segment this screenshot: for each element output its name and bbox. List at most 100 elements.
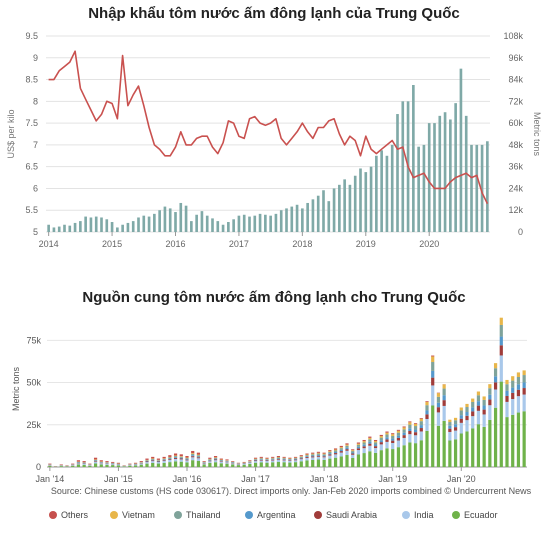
stacked-bar-segment [471, 428, 474, 467]
stacked-bar-segment [174, 456, 177, 457]
stacked-bar-segment [300, 459, 303, 461]
stacked-bar-segment [83, 461, 86, 462]
volume-bar [269, 216, 272, 232]
volume-bar [47, 225, 50, 232]
volume-bar [105, 219, 108, 232]
stacked-bar-segment [163, 463, 166, 467]
stacked-bar-segment [151, 461, 154, 463]
stacked-bar-segment [174, 458, 177, 459]
stacked-bar-segment [283, 460, 286, 461]
stacked-bar-segment [437, 393, 440, 397]
stacked-bar-segment [168, 460, 171, 462]
stacked-bar-segment [94, 464, 97, 467]
stacked-bar-segment [500, 337, 503, 346]
stacked-bar-segment [88, 465, 91, 466]
stacked-bar-segment [94, 461, 97, 462]
stacked-bar-segment [265, 461, 268, 463]
stacked-bar-segment [168, 459, 171, 460]
stacked-bar-segment [317, 457, 320, 460]
stacked-bar-segment [494, 368, 497, 376]
stacked-bar-segment [500, 345, 503, 355]
stacked-bar-segment [305, 458, 308, 460]
x-tick-label: Jan '19 [378, 474, 407, 484]
y-left-tick-label: 8 [33, 96, 38, 106]
stacked-bar-segment [174, 457, 177, 458]
stacked-bar-segment [420, 419, 423, 421]
stacked-bar-segment [328, 454, 331, 455]
stacked-bar-segment [345, 455, 348, 467]
chart-title: Nhập khẩu tôm nước ấm đông lạnh của Trun… [88, 5, 460, 22]
y-left-tick-label: 8.5 [25, 75, 38, 85]
stacked-bar-segment [317, 460, 320, 467]
stacked-bar-segment [248, 460, 251, 461]
source-note: Source: Chinese customs (HS code 030617)… [51, 486, 532, 496]
stacked-bar-segment [368, 442, 371, 444]
stacked-bar-segment [443, 384, 446, 388]
stacked-bar-segment [403, 435, 406, 438]
stacked-bar-segment [328, 450, 331, 451]
stacked-bar-segment [174, 461, 177, 467]
y-right-tick-label: 60k [508, 118, 523, 128]
volume-bar [216, 221, 219, 232]
stacked-bar-segment [408, 428, 411, 431]
stacked-bar-segment [397, 447, 400, 467]
stacked-bar-segment [374, 440, 377, 441]
stacked-bar-segment [277, 457, 280, 458]
stacked-bar-segment [288, 459, 291, 460]
stacked-bar-segment [191, 460, 194, 467]
stacked-bar-segment [385, 433, 388, 435]
stacked-bar-segment [471, 402, 474, 407]
volume-bar [370, 167, 373, 232]
stacked-bar-segment [380, 436, 383, 438]
stacked-bar-segment [220, 461, 223, 462]
stacked-bar-segment [254, 458, 257, 459]
stacked-bar-segment [357, 448, 360, 450]
stacked-bar-segment [505, 396, 508, 402]
legend-label: Ecuador [464, 510, 498, 520]
stacked-bar-segment [140, 461, 143, 462]
stacked-bar-segment [465, 412, 468, 416]
stacked-bar-segment [460, 410, 463, 415]
stacked-bar-segment [48, 464, 51, 465]
stacked-bar-segment [260, 460, 263, 461]
stacked-bar-segment [185, 456, 188, 458]
stacked-bar-segment [328, 459, 331, 467]
stacked-bar-segment [214, 460, 217, 462]
stacked-bar-segment [460, 407, 463, 410]
stacked-bar-segment [317, 456, 320, 457]
stacked-bar-segment [420, 425, 423, 428]
stacked-bar-segment [305, 455, 308, 456]
x-tick-label: 2015 [102, 239, 122, 249]
y-tick-label: 0 [36, 462, 41, 472]
stacked-bar-segment [483, 414, 486, 426]
stacked-bar-segment [477, 401, 480, 405]
volume-bar [396, 114, 399, 232]
volume-bar [475, 145, 478, 232]
stacked-bar-segment [283, 462, 286, 467]
stacked-bar-segment [277, 456, 280, 457]
stacked-bar-segment [271, 462, 274, 467]
stacked-bar-segment [225, 459, 228, 460]
stacked-bar-segment [340, 450, 343, 451]
stacked-bar-segment [191, 453, 194, 454]
stacked-bar-segment [271, 460, 274, 462]
legend-label: Thailand [186, 510, 221, 520]
stacked-bar-segment [431, 356, 434, 362]
stacked-bar-segment [243, 464, 246, 465]
stacked-bar-segment [397, 431, 400, 433]
stacked-bar-segment [208, 463, 211, 467]
stacked-bar-segment [523, 411, 526, 467]
stacked-bar-segment [265, 463, 268, 467]
stacked-bar-segment [340, 451, 343, 452]
stacked-bar-segment [317, 452, 320, 453]
stacked-bar-segment [111, 462, 114, 463]
stacked-bar-segment [260, 461, 263, 463]
volume-bar [74, 223, 77, 232]
stacked-bar-segment [357, 454, 360, 467]
stacked-bar-segment [128, 466, 131, 467]
stacked-bar-segment [60, 466, 63, 467]
stacked-bar-segment [425, 402, 428, 405]
stacked-bar-segment [363, 443, 366, 445]
